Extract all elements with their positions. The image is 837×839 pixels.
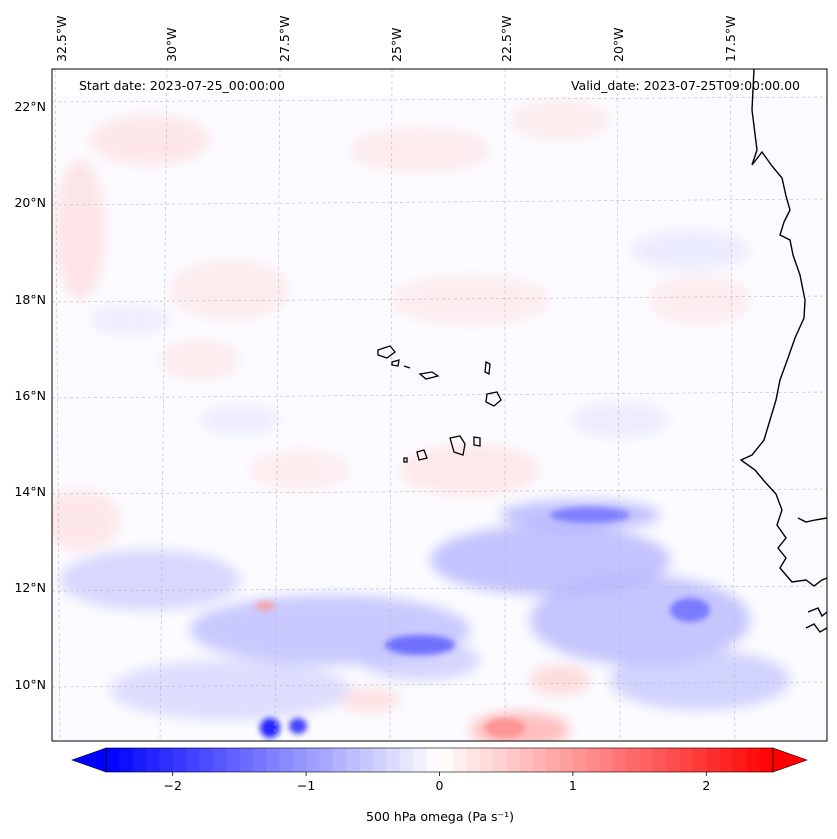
africa-coastline: [739, 69, 827, 633]
colorbar-cell: [399, 748, 414, 772]
colorbar-cell: [319, 748, 334, 772]
colorbar-cell: [626, 748, 640, 772]
colorbar-cell: [586, 748, 600, 772]
colorbar-cell: [479, 748, 494, 772]
colorbar-tick-label: 2: [702, 778, 710, 793]
colorbar-cell: [719, 748, 734, 772]
colorbar-cell: [426, 748, 440, 772]
colorbar-cell: [212, 748, 227, 772]
lat-label: 14°N: [14, 484, 46, 499]
colorbar-cell: [506, 748, 520, 772]
colorbar-label: 500 hPa omega (Pa s⁻¹): [366, 809, 514, 824]
colorbar-cell: [732, 748, 747, 772]
colorbar-cell: [412, 748, 427, 772]
colorbar-cell: [346, 748, 360, 772]
omega-field: [52, 100, 790, 741]
colorbar-cell: [306, 748, 320, 772]
colorbar-cell: [359, 748, 374, 772]
colorbar-cell: [372, 748, 387, 772]
colorbar-cells: [106, 748, 774, 772]
colorbar-cell: [106, 748, 120, 772]
colorbar-extend-high: [772, 747, 808, 773]
colorbar-cell: [186, 748, 200, 772]
valid-date-label: Valid_date: 2023-07-25T09:00:00.00: [571, 78, 800, 93]
colorbar-cell: [692, 748, 707, 772]
gridlines: [52, 69, 827, 741]
lon-label: 30°W: [164, 27, 179, 62]
lon-label: 20°W: [611, 27, 626, 62]
colorbar-cell: [226, 748, 240, 772]
colorbar-cell: [239, 748, 254, 772]
lon-label: 32.5°W: [54, 16, 69, 62]
colorbar-cell: [466, 748, 480, 772]
colorbar-cell: [546, 748, 560, 772]
lat-label: 20°N: [14, 195, 46, 210]
colorbar-cell: [519, 748, 534, 772]
cape-verde-islands: [377, 345, 502, 463]
colorbar-cell: [252, 748, 267, 772]
colorbar-cell: [706, 748, 721, 772]
colorbar-cell: [132, 748, 147, 772]
colorbar-cell: [266, 748, 280, 772]
colorbar-cell: [159, 748, 174, 772]
colorbar-tick-label: 0: [436, 778, 444, 793]
colorbar-cell: [279, 748, 294, 772]
header-strip: [52, 72, 827, 96]
lat-label: 16°N: [14, 388, 46, 403]
colorbar-cell: [452, 748, 467, 772]
lon-label: 17.5°W: [723, 16, 738, 62]
lon-label: 22.5°W: [499, 16, 514, 62]
colorbar-tick-label: −2: [163, 778, 181, 793]
colorbar-extend-low: [71, 747, 107, 773]
colorbar-cell: [386, 748, 400, 772]
lon-label: 25°W: [389, 27, 404, 62]
colorbar-cell: [332, 748, 347, 772]
colorbar-cell: [199, 748, 214, 772]
colorbar-cell: [146, 748, 160, 772]
lon-label: 27.5°W: [277, 16, 292, 62]
colorbar-cell: [172, 748, 187, 772]
colorbar-cell: [759, 748, 774, 772]
colorbar-cell: [572, 748, 587, 772]
colorbar-cell: [292, 748, 307, 772]
lat-label: 10°N: [14, 677, 46, 692]
colorbar-cell: [679, 748, 694, 772]
colorbar-tick-label: −1: [297, 778, 315, 793]
lat-label: 12°N: [14, 580, 46, 595]
colorbar-cell: [639, 748, 654, 772]
colorbar-cell: [492, 748, 507, 772]
colorbar-cell: [746, 748, 761, 772]
lat-label: 18°N: [14, 292, 46, 307]
lat-label: 22°N: [14, 99, 46, 114]
map-frame: [51, 68, 828, 742]
colorbar: −2 −1 0 1 2 500 hPa omega (Pa s⁻¹): [71, 747, 808, 824]
colorbar-cell: [532, 748, 547, 772]
colorbar-cell: [559, 748, 574, 772]
colorbar-cell: [652, 748, 667, 772]
colorbar-cell: [439, 748, 454, 772]
colorbar-cell: [666, 748, 681, 772]
start-date-label: Start date: 2023-07-25_00:00:00: [79, 78, 285, 93]
colorbar-tick-label: 1: [569, 778, 577, 793]
colorbar-cell: [119, 748, 134, 772]
colorbar-cell: [612, 748, 627, 772]
colorbar-cell: [599, 748, 614, 772]
colorbar-ticks: −2 −1 0 1 2: [163, 772, 710, 793]
